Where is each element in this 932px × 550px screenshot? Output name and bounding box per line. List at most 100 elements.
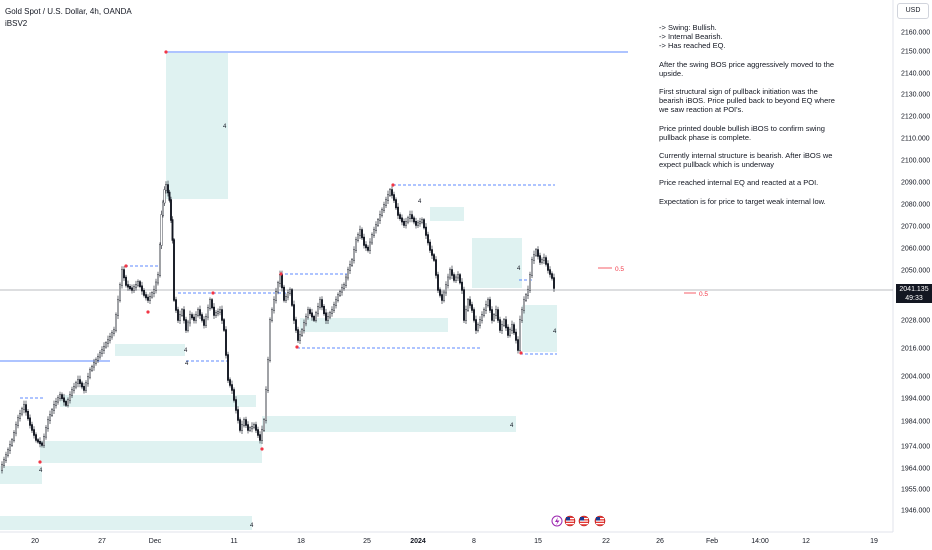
last-price-value: 2041.135 (899, 286, 929, 293)
candle-body (163, 189, 166, 204)
symbol-title[interactable]: Gold Spot / U.S. Dollar, 4h, OANDA (5, 7, 132, 16)
candle-body (168, 191, 171, 201)
us-flag-icon[interactable] (578, 515, 590, 527)
candle-body (224, 329, 227, 356)
candle-body (64, 401, 67, 406)
candle-body (509, 329, 512, 336)
candle-body (194, 314, 197, 321)
candle-body (124, 276, 127, 286)
price-axis-label: 2130.000 (901, 92, 930, 99)
candle-body (178, 314, 181, 321)
candle-body (17, 417, 20, 427)
candle-body (39, 441, 42, 445)
candle-body (425, 226, 428, 236)
candle-body (361, 229, 364, 239)
candle-body (150, 292, 153, 298)
candle-body (443, 291, 446, 301)
candle-body (184, 319, 187, 331)
candle-body (78, 379, 81, 385)
pivot-high-marker (124, 264, 128, 268)
candle-body (537, 249, 540, 257)
candle-body (120, 269, 123, 286)
us-flag-icon[interactable] (594, 515, 606, 527)
candle-body (202, 319, 205, 326)
candle-body (228, 379, 231, 386)
pivot-high-marker (391, 183, 395, 187)
candle-body (90, 366, 93, 371)
candle-body (3, 459, 6, 466)
candle-body (31, 424, 34, 431)
candle-body (216, 311, 219, 315)
candle-body (453, 274, 456, 281)
candle-body (132, 286, 135, 291)
candle-body (96, 356, 99, 361)
candle-body (345, 276, 348, 286)
candle-body (106, 339, 109, 345)
order-block-zone (472, 238, 522, 288)
candle-body (327, 316, 330, 321)
candle-body (169, 199, 172, 221)
candle-body (451, 269, 454, 276)
candle-body (547, 263, 550, 271)
us-flag-icon[interactable] (564, 515, 576, 527)
candle-body (503, 319, 506, 326)
time-axis-label: Dec (149, 538, 162, 545)
candle-body (371, 234, 374, 244)
candle-body (76, 379, 79, 385)
event-icons[interactable] (551, 515, 606, 527)
candle-body (122, 269, 125, 279)
candle-body (431, 249, 434, 256)
candle-body (369, 241, 372, 251)
candle-body (252, 424, 255, 428)
indicator-label[interactable]: iBSV2 (5, 19, 28, 28)
candle-body (21, 408, 24, 415)
candle-body (351, 259, 354, 266)
pivot-high-marker (279, 272, 283, 276)
candle-body (385, 199, 388, 206)
candle-body (74, 382, 77, 388)
candle-body (10, 439, 13, 446)
price-axis-label: 2080.000 (901, 202, 930, 209)
candle-body (287, 292, 290, 298)
note-paragraph: First structural sign of pullback initia… (659, 87, 835, 115)
candle-body (477, 324, 480, 331)
candle-body (86, 376, 89, 385)
block-marker: 4 (223, 124, 227, 130)
time-axis-label: 22 (602, 538, 610, 545)
candle-body (321, 299, 324, 308)
candle-body (295, 319, 298, 331)
candle-body (463, 289, 466, 321)
price-axis-label: 2160.000 (901, 30, 930, 37)
candle-body (152, 289, 155, 295)
pivot-low-marker (295, 345, 299, 349)
candle-body (196, 309, 199, 316)
candle-body (527, 289, 530, 296)
candle-body (269, 319, 272, 361)
time-axis-label: 8 (472, 538, 476, 545)
candle-body (497, 309, 500, 321)
time-axis[interactable]: 20 27 Dec 11 18 25 2024 8 15 22 26 Feb 14:00 12 19 (31, 538, 878, 545)
time-axis-label: 26 (656, 538, 664, 545)
candle-body (37, 439, 40, 443)
lightning-icon[interactable] (551, 515, 563, 527)
time-axis-label: 18 (297, 538, 305, 545)
candle-body (182, 309, 185, 321)
price-axis[interactable]: 2160.000 2150.000 2140.000 2130.000 2120.000… (901, 30, 930, 515)
time-axis-label: 11 (230, 538, 237, 545)
candle-body (84, 382, 87, 391)
price-axis-label: 1946.000 (901, 508, 930, 515)
candle-body (267, 359, 270, 391)
candle-body (331, 309, 334, 315)
candle-body (35, 434, 38, 441)
candle-body (471, 304, 474, 311)
price-axis-label: 2028.000 (901, 318, 930, 325)
candle-body (399, 214, 402, 220)
candle-body (395, 199, 398, 209)
order-block-zones (0, 53, 557, 530)
order-block-zone (40, 441, 262, 463)
candle-body (545, 257, 548, 265)
currency-button[interactable]: USD (897, 3, 929, 19)
price-axis-label: 1974.000 (901, 444, 930, 451)
candle-body (212, 306, 215, 316)
